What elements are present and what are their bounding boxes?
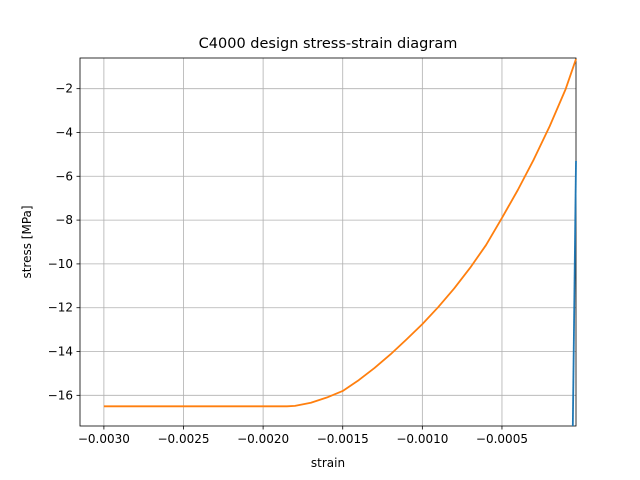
series-line-1 [573,161,576,426]
x-tick-label: −0.0025 [157,432,209,446]
y-tick-label: −2 [55,82,73,96]
y-tick-label: −10 [48,257,73,271]
x-tick-label: −0.0015 [317,432,369,446]
series-lines [104,59,576,426]
y-tick-label: −12 [48,301,73,315]
y-tick-label: −14 [48,345,73,359]
y-tick-label: −8 [55,213,73,227]
x-axis-label: strain [311,456,345,470]
chart-title: C4000 design stress-strain diagram [199,36,458,52]
y-tick-label: −4 [55,125,73,139]
x-tick-label: −0.0020 [237,432,289,446]
y-tick-label: −6 [55,169,73,183]
x-tick-label: −0.0010 [396,432,448,446]
x-tick-label: −0.0005 [476,432,528,446]
x-tick-label: −0.0030 [78,432,130,446]
y-axis-label: stress [MPa] [20,205,34,278]
series-line-2 [104,59,576,406]
grid [80,58,576,426]
y-tick-label: −16 [48,388,73,402]
